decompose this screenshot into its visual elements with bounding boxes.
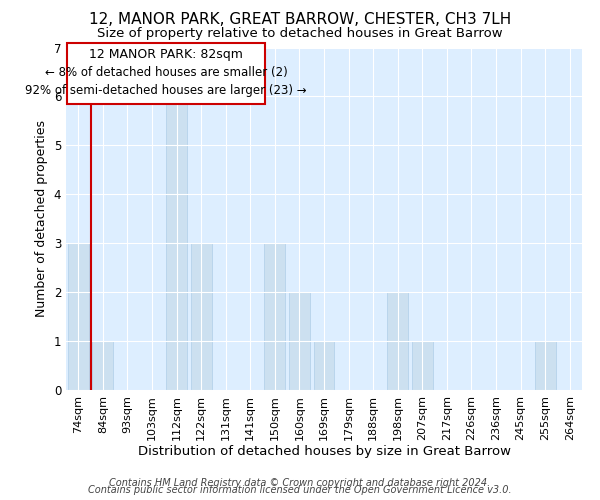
Bar (265, 243, 286, 390)
Bar (387, 292, 408, 390)
Text: ← 8% of detached houses are smaller (2): ← 8% of detached houses are smaller (2) (45, 66, 287, 79)
Bar (314, 341, 334, 390)
Bar (412, 341, 433, 390)
Text: 12 MANOR PARK: 82sqm: 12 MANOR PARK: 82sqm (89, 48, 243, 60)
Bar (535, 341, 556, 390)
Text: 12, MANOR PARK, GREAT BARROW, CHESTER, CH3 7LH: 12, MANOR PARK, GREAT BARROW, CHESTER, C… (89, 12, 511, 28)
Bar (289, 292, 310, 390)
Bar (191, 243, 212, 390)
Y-axis label: Number of detached properties: Number of detached properties (35, 120, 48, 318)
Text: Size of property relative to detached houses in Great Barrow: Size of property relative to detached ho… (97, 28, 503, 40)
Text: Contains HM Land Registry data © Crown copyright and database right 2024.: Contains HM Land Registry data © Crown c… (109, 478, 491, 488)
X-axis label: Distribution of detached houses by size in Great Barrow: Distribution of detached houses by size … (137, 446, 511, 458)
Bar (92, 341, 113, 390)
Bar (166, 96, 187, 390)
Bar (67, 42, 265, 104)
Text: Contains public sector information licensed under the Open Government Licence v3: Contains public sector information licen… (88, 485, 512, 495)
Bar (68, 243, 89, 390)
Text: 92% of semi-detached houses are larger (23) →: 92% of semi-detached houses are larger (… (25, 84, 307, 97)
